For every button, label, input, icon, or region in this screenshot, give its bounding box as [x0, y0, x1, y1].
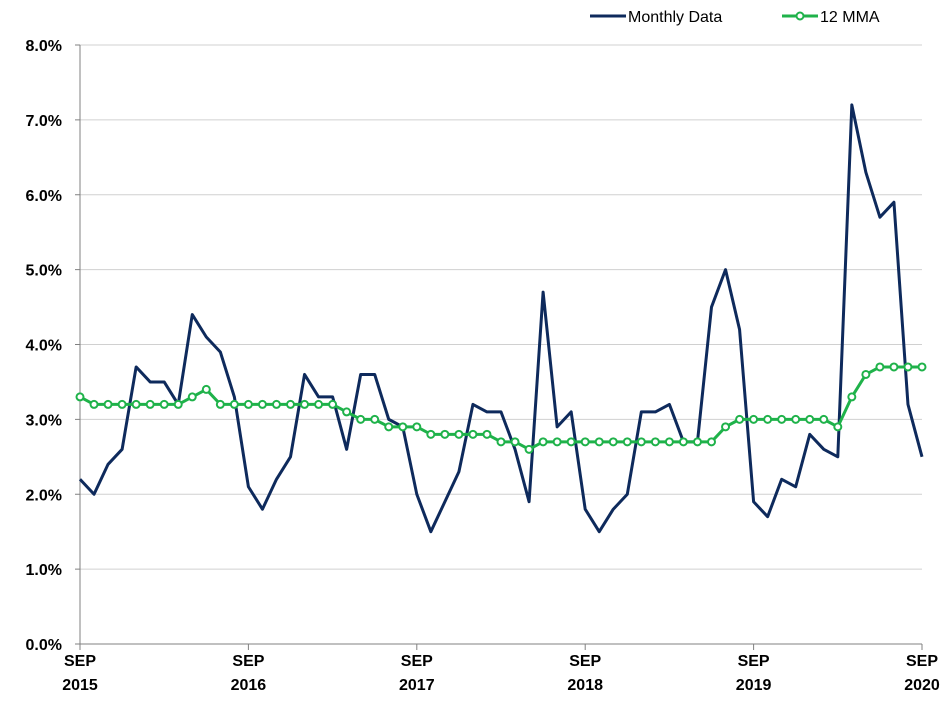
y-tick-label: 1.0% — [26, 562, 62, 579]
line-marker — [440, 429, 450, 439]
y-tick-label: 3.0% — [26, 412, 62, 429]
line-marker — [145, 399, 155, 409]
y-tick-label: 0.0% — [26, 637, 62, 654]
x-tick-label: SEP 2020 — [904, 653, 940, 694]
line-marker — [356, 414, 366, 424]
line-marker — [664, 437, 674, 447]
line-marker — [454, 429, 464, 439]
line-series — [79, 365, 922, 451]
legend-label: 12 MMA — [820, 9, 880, 26]
line-marker — [552, 437, 562, 447]
line-marker — [678, 437, 688, 447]
line-marker — [229, 399, 239, 409]
line-marker — [215, 399, 225, 409]
line-marker — [819, 414, 829, 424]
line-marker — [103, 399, 113, 409]
line-marker — [342, 407, 352, 417]
line-marker — [777, 414, 787, 424]
line-marker — [692, 437, 702, 447]
line-marker — [608, 437, 618, 447]
line-marker — [159, 399, 169, 409]
line-marker — [398, 422, 408, 432]
line-marker — [847, 392, 857, 402]
line-marker — [117, 399, 127, 409]
line-marker — [201, 384, 211, 394]
line-marker — [496, 437, 506, 447]
line-marker — [89, 399, 99, 409]
y-tick-label: 7.0% — [26, 113, 62, 130]
line-marker — [384, 422, 394, 432]
line-marker — [791, 414, 801, 424]
y-tick-label: 6.0% — [26, 188, 62, 205]
x-tick-label: SEP 2019 — [736, 653, 772, 694]
line-marker — [482, 429, 492, 439]
line-marker — [636, 437, 646, 447]
line-marker — [538, 437, 548, 447]
line-marker — [763, 414, 773, 424]
x-tick-label: SEP 2017 — [399, 653, 435, 694]
line-marker — [243, 399, 253, 409]
line-marker — [594, 437, 604, 447]
x-tick-label: SEP 2015 — [62, 653, 98, 694]
line-marker — [314, 399, 324, 409]
line-marker — [861, 369, 871, 379]
line-marker — [735, 414, 745, 424]
line-marker — [903, 362, 913, 372]
line-marker — [580, 437, 590, 447]
y-tick-label: 5.0% — [26, 263, 62, 280]
line-marker — [833, 422, 843, 432]
line-marker — [286, 399, 295, 409]
line-marker — [187, 392, 197, 402]
line-marker — [370, 414, 380, 424]
line-marker — [257, 399, 267, 409]
line-marker — [468, 429, 478, 439]
line-marker — [131, 399, 141, 409]
line-marker — [875, 362, 885, 372]
line-marker — [721, 422, 731, 432]
legend-marker — [795, 11, 805, 21]
line-marker — [75, 392, 85, 402]
line-marker — [917, 362, 927, 372]
line-marker — [650, 437, 660, 447]
line-marker — [173, 399, 183, 409]
line-marker — [622, 437, 632, 447]
line-marker — [300, 399, 310, 409]
line-marker — [426, 429, 436, 439]
line-marker — [889, 362, 899, 372]
line-marker — [412, 422, 422, 432]
line-marker — [566, 437, 576, 447]
line-marker — [510, 437, 520, 447]
y-tick-label: 8.0% — [26, 38, 62, 55]
line-marker — [805, 414, 815, 424]
line-marker — [328, 399, 338, 409]
line-marker — [707, 437, 716, 447]
y-tick-label: 2.0% — [26, 487, 62, 504]
line-series — [78, 103, 924, 534]
x-tick-label: SEP 2016 — [231, 653, 267, 694]
x-tick-label: SEP 2018 — [567, 653, 603, 694]
line-marker — [749, 414, 759, 424]
legend-label: Monthly Data — [628, 9, 722, 26]
line-marker — [524, 444, 534, 454]
y-tick-label: 4.0% — [26, 338, 62, 355]
line-marker — [271, 399, 281, 409]
